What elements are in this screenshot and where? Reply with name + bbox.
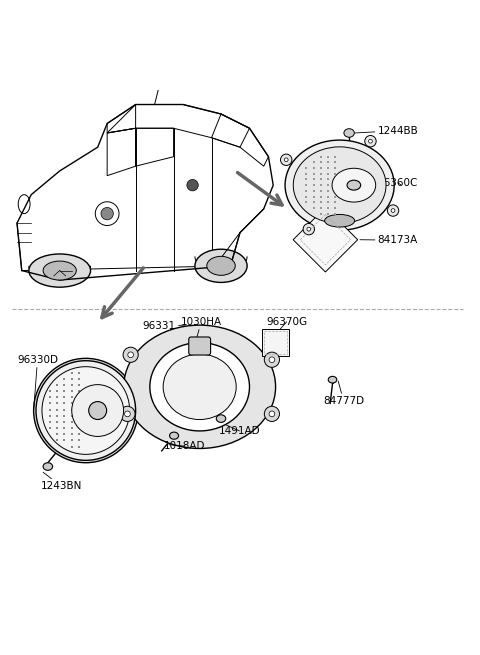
Text: 96360C: 96360C — [378, 178, 418, 188]
Circle shape — [391, 209, 395, 212]
Ellipse shape — [324, 214, 355, 227]
Ellipse shape — [163, 354, 236, 420]
Circle shape — [280, 154, 292, 166]
Ellipse shape — [195, 249, 247, 282]
FancyBboxPatch shape — [189, 337, 211, 355]
Ellipse shape — [347, 180, 360, 190]
Circle shape — [365, 136, 376, 147]
Circle shape — [303, 223, 314, 235]
Ellipse shape — [169, 432, 179, 440]
Circle shape — [369, 140, 372, 143]
Ellipse shape — [29, 254, 91, 287]
Text: 96331: 96331 — [143, 321, 185, 331]
Circle shape — [89, 402, 107, 419]
Text: 84777D: 84777D — [323, 381, 364, 406]
Ellipse shape — [328, 377, 337, 383]
Text: 1030HA: 1030HA — [180, 317, 222, 344]
Text: 1244BB: 1244BB — [355, 126, 419, 136]
Circle shape — [269, 357, 275, 363]
Circle shape — [34, 358, 138, 462]
Circle shape — [264, 406, 279, 421]
Circle shape — [101, 208, 113, 220]
Circle shape — [387, 205, 399, 216]
Text: 1018AD: 1018AD — [164, 441, 205, 451]
Circle shape — [125, 411, 130, 417]
Circle shape — [269, 411, 275, 417]
Circle shape — [284, 158, 288, 162]
Circle shape — [264, 352, 279, 367]
Ellipse shape — [150, 343, 250, 431]
Text: 1243BN: 1243BN — [41, 472, 82, 491]
Circle shape — [187, 179, 198, 191]
Ellipse shape — [216, 415, 226, 422]
Ellipse shape — [293, 147, 386, 223]
Ellipse shape — [344, 129, 354, 138]
Ellipse shape — [43, 462, 53, 470]
Circle shape — [72, 384, 123, 436]
Text: 84173A: 84173A — [360, 235, 418, 245]
FancyBboxPatch shape — [262, 329, 289, 356]
Text: 1491AD: 1491AD — [219, 424, 260, 436]
Circle shape — [36, 361, 136, 460]
Text: 96370G: 96370G — [266, 317, 307, 329]
Circle shape — [42, 367, 130, 455]
Circle shape — [307, 227, 311, 231]
Ellipse shape — [207, 256, 235, 275]
Polygon shape — [293, 208, 358, 272]
Circle shape — [120, 406, 135, 421]
Text: 96330D: 96330D — [17, 355, 58, 411]
Ellipse shape — [332, 168, 376, 202]
Ellipse shape — [124, 325, 276, 449]
Ellipse shape — [285, 140, 394, 231]
Ellipse shape — [43, 261, 76, 280]
Circle shape — [123, 347, 138, 362]
Circle shape — [128, 352, 133, 358]
